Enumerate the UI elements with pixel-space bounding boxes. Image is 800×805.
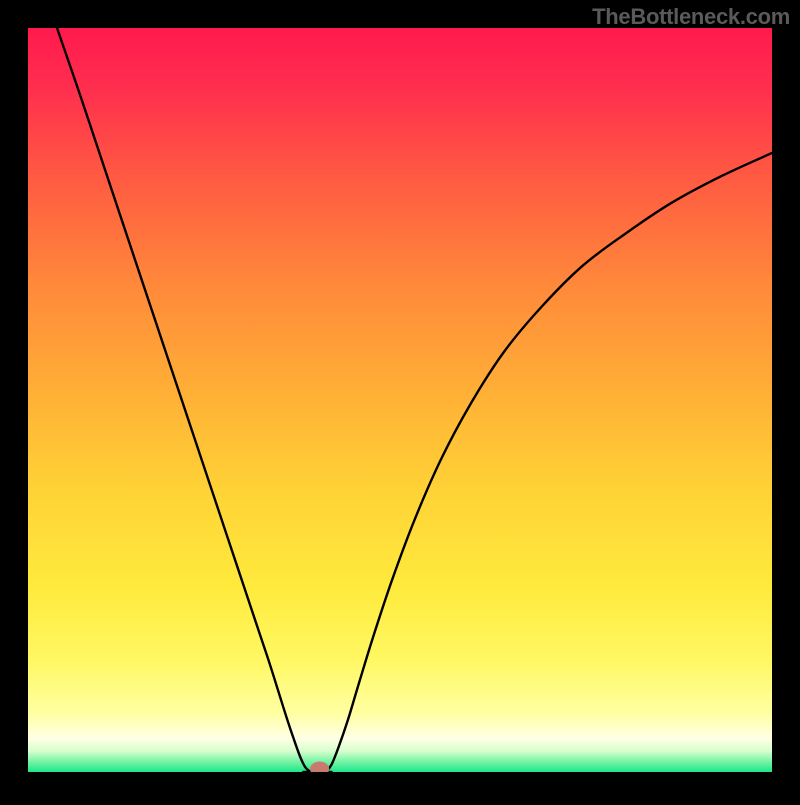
watermark-text: TheBottleneck.com <box>592 4 790 30</box>
bottleneck-chart: TheBottleneck.com <box>0 0 800 800</box>
gradient-background <box>28 28 772 772</box>
chart-svg <box>0 0 800 800</box>
